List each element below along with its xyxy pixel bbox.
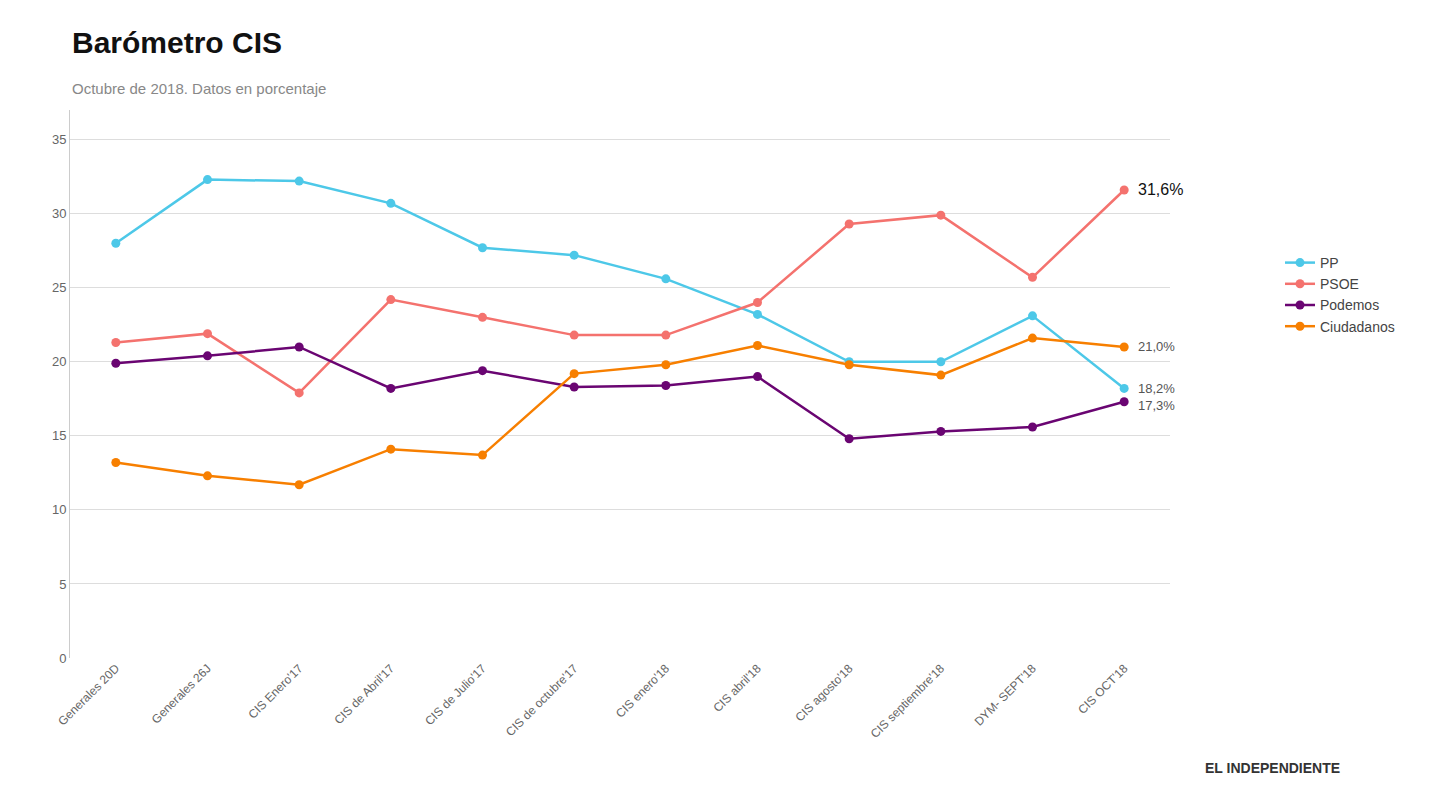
svg-text:PP: PP [1320, 255, 1339, 271]
svg-text:Octubre de 2018. Datos en porc: Octubre de 2018. Datos en porcentaje [72, 80, 326, 97]
svg-text:CIS de octubre'17: CIS de octubre'17 [503, 661, 581, 739]
svg-text:30: 30 [52, 206, 66, 221]
svg-text:CIS agosto'18: CIS agosto'18 [793, 661, 856, 724]
svg-text:0: 0 [59, 651, 66, 666]
svg-text:15: 15 [52, 428, 66, 443]
svg-text:CIS OCT'18: CIS OCT'18 [1075, 661, 1131, 717]
svg-text:Generales 20D: Generales 20D [55, 661, 122, 728]
svg-text:21,0%: 21,0% [1138, 339, 1175, 354]
svg-text:CIS Enero'17: CIS Enero'17 [245, 661, 305, 721]
svg-text:25: 25 [52, 280, 66, 295]
svg-text:Podemos: Podemos [1320, 297, 1379, 313]
svg-text:DYM- SEPT'18: DYM- SEPT'18 [972, 661, 1039, 728]
svg-text:PSOE: PSOE [1320, 276, 1359, 292]
svg-text:CIS de Abril'17: CIS de Abril'17 [331, 661, 397, 727]
svg-text:CIS septiembre'18: CIS septiembre'18 [868, 661, 948, 741]
svg-text:Generales 26J: Generales 26J [149, 661, 214, 726]
svg-text:5: 5 [59, 577, 66, 592]
svg-text:CIS de Julio'17: CIS de Julio'17 [422, 661, 489, 728]
svg-text:EL INDEPENDIENTE: EL INDEPENDIENTE [1205, 760, 1340, 776]
svg-text:Ciudadanos: Ciudadanos [1320, 319, 1395, 335]
svg-text:Barómetro CIS: Barómetro CIS [72, 26, 282, 59]
svg-text:31,6%: 31,6% [1138, 181, 1183, 198]
svg-text:CIS enero'18: CIS enero'18 [613, 661, 672, 720]
svg-text:20: 20 [52, 354, 66, 369]
svg-text:35: 35 [52, 132, 66, 147]
svg-text:17,3%: 17,3% [1138, 398, 1175, 413]
svg-text:18,2%: 18,2% [1138, 381, 1175, 396]
svg-text:10: 10 [52, 502, 66, 517]
svg-text:CIS abril'18: CIS abril'18 [710, 661, 764, 715]
